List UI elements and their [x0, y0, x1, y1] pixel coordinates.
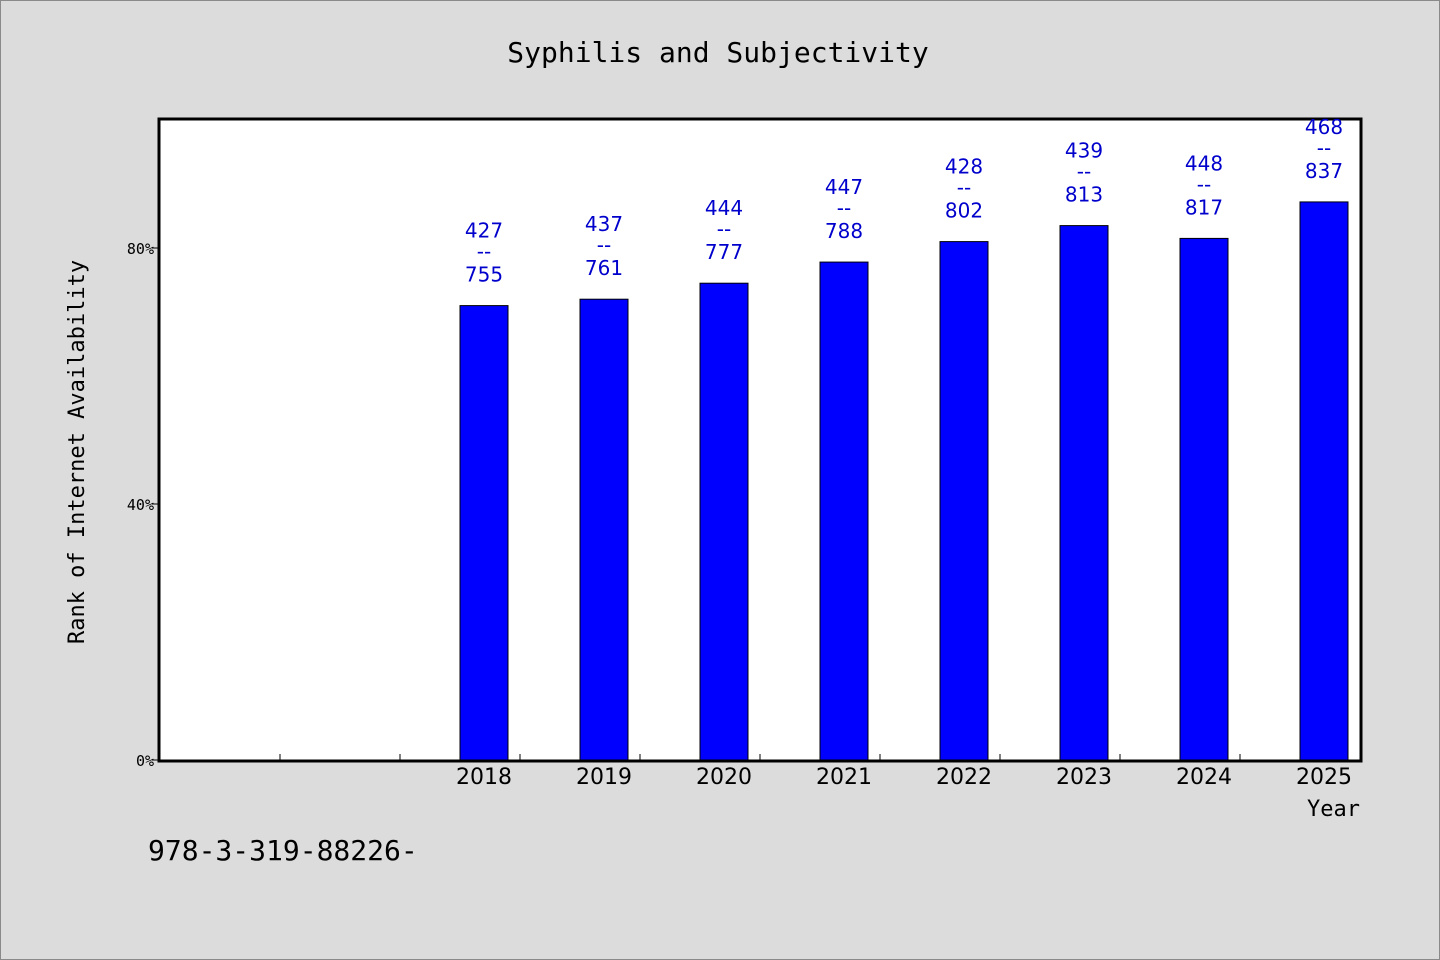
- bar-label-separator: --: [717, 217, 731, 241]
- x-tick-label: 2024: [1176, 765, 1232, 790]
- bar-label-bottom: 817: [1185, 195, 1223, 219]
- bar-label-bottom: 755: [465, 263, 503, 287]
- bar-label-top: 428: [945, 155, 983, 179]
- x-tick-label: 2023: [1056, 765, 1112, 790]
- footer-code: 978-3-319-88226-: [148, 834, 418, 867]
- bar: [1059, 225, 1109, 761]
- x-axis-title: Year: [1307, 797, 1360, 822]
- labels-group: 427--7552018437--7612019444--7772020447-…: [456, 115, 1352, 790]
- bar-label-bottom: 777: [705, 240, 743, 264]
- bar: [459, 305, 509, 761]
- bar-label-top: 427: [465, 219, 503, 243]
- bar: [699, 282, 749, 761]
- y-tick-label: 80%: [127, 240, 154, 258]
- bar-label-top: 437: [585, 212, 623, 236]
- x-tick-label: 2018: [456, 765, 512, 790]
- bar-label-separator: --: [597, 233, 611, 257]
- x-tick-label: 2020: [696, 765, 752, 790]
- bar: [819, 261, 869, 761]
- x-tick-label: 2025: [1296, 765, 1352, 790]
- x-tick-label: 2021: [816, 765, 872, 790]
- bar-label-separator: --: [957, 176, 971, 200]
- bar-label-bottom: 813: [1065, 183, 1103, 207]
- plot-area: [157, 117, 1363, 763]
- chart-title: Syphilis and Subjectivity: [507, 36, 928, 69]
- bar-label-bottom: 788: [825, 219, 863, 243]
- bar-label-bottom: 837: [1305, 159, 1343, 183]
- bar-label-top: 468: [1305, 115, 1343, 139]
- bar: [1299, 201, 1349, 761]
- bar-label-top: 448: [1185, 151, 1223, 175]
- bar: [1179, 237, 1229, 761]
- bar-label-separator: --: [477, 240, 491, 264]
- y-tick-label: 0%: [136, 752, 154, 770]
- bar: [579, 298, 629, 761]
- bar-label-separator: --: [837, 196, 851, 220]
- bars-group: [459, 201, 1349, 761]
- bar-label-bottom: 761: [585, 256, 623, 280]
- bar-label-separator: --: [1197, 172, 1211, 196]
- y-tick-label: 40%: [127, 496, 154, 514]
- bar-label-separator: --: [1077, 160, 1091, 184]
- bar-label-top: 444: [705, 196, 743, 220]
- x-tick-label: 2019: [576, 765, 632, 790]
- bar-label-top: 447: [825, 175, 863, 199]
- y-axis-title: Rank of Internet Availability: [65, 260, 90, 644]
- bar-label-top: 439: [1065, 139, 1103, 163]
- bar: [939, 241, 989, 761]
- bar-label-separator: --: [1317, 136, 1331, 160]
- bar-label-bottom: 802: [945, 199, 983, 223]
- x-tick-label: 2022: [936, 765, 992, 790]
- ticks-group: 0% 40% 80%: [127, 240, 1241, 770]
